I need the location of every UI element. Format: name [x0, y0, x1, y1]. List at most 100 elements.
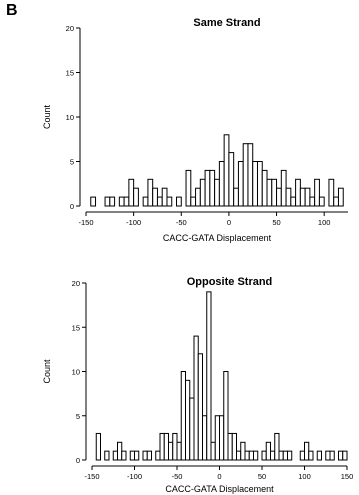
x-tick-label: -100 [126, 218, 141, 227]
histogram-bar [185, 169, 192, 207]
histogram-bar [109, 196, 116, 207]
histogram-bar [117, 441, 123, 461]
histogram-bar [333, 196, 339, 207]
x-tick-label: 100 [298, 472, 311, 481]
chart-title: Same Strand [193, 17, 260, 29]
histogram-bar [256, 161, 263, 207]
y-tick-label: 0 [76, 456, 80, 465]
histogram-bar [285, 187, 292, 207]
histogram-bar [209, 169, 216, 207]
x-tick-label: -100 [127, 472, 142, 481]
histogram-bar [228, 152, 235, 207]
x-axis-label: CACC-GATA Displacement [165, 484, 274, 494]
histogram-bar [147, 178, 154, 207]
x-tick-label: 100 [318, 218, 331, 227]
y-tick-label: 10 [66, 113, 74, 122]
histogram-bar [134, 450, 140, 461]
histogram-bar [185, 379, 191, 461]
x-tick-label: 50 [258, 472, 266, 481]
histogram-bar [342, 450, 348, 461]
histogram-bar [308, 450, 314, 461]
x-tick-label: 0 [227, 218, 231, 227]
histogram-opposite-strand: Opposite Strand 0 5 10 15 20 -150 -100 -50 0 50 10… [42, 276, 354, 494]
histogram-bar [329, 450, 335, 461]
histogram-bar [95, 432, 101, 461]
histogram-bar [231, 432, 237, 461]
histogram-bar [318, 196, 325, 207]
y-tick-label: 10 [72, 368, 80, 377]
histogram-bar [112, 450, 118, 461]
histogram-bar [129, 450, 135, 461]
x-tick-label: 50 [272, 218, 280, 227]
histogram-bar [156, 196, 163, 207]
histogram-bar [304, 187, 311, 207]
histogram-bar [261, 169, 268, 207]
histogram-bar [337, 187, 344, 207]
histogram-bar [325, 450, 331, 461]
histogram-bar [276, 187, 282, 207]
histogram-bar [261, 450, 267, 461]
histogram-bar [233, 187, 239, 207]
histogram-bar [338, 450, 344, 461]
bars-group [95, 291, 348, 461]
histogram-bar [152, 187, 158, 207]
histogram-bar [265, 441, 271, 461]
y-tick-label: 20 [72, 279, 80, 288]
histogram-bar [223, 134, 230, 207]
histogram-bar [104, 450, 110, 461]
histogram-bar [210, 441, 216, 461]
histogram-bar [104, 196, 111, 207]
histogram-bar [161, 187, 168, 207]
histogram-bar [227, 432, 233, 461]
histogram-bar [219, 415, 225, 461]
histogram-bar [202, 415, 208, 461]
histogram-bar [172, 432, 178, 461]
histogram-bar [123, 196, 130, 207]
y-tick-label: 0 [70, 202, 74, 211]
histogram-bar [159, 432, 165, 461]
histogram-bar [237, 161, 244, 207]
histogram-same-strand: Same Strand 0 5 10 15 20 -150 -100 -50 0 50 100 CA… [42, 17, 348, 243]
histogram-bar [266, 178, 273, 207]
histogram-bar [199, 178, 206, 207]
histogram-bar [299, 187, 306, 207]
histogram-bar [189, 397, 195, 461]
histogram-bar [270, 450, 276, 461]
histogram-bar [142, 196, 149, 207]
axes-group: 0 5 10 15 20 -150 -100 -50 0 50 100 [66, 24, 348, 227]
histogram-bar [242, 143, 249, 207]
histogram-bar [118, 196, 125, 207]
y-axis-label: Count [42, 105, 52, 130]
histogram-bar [252, 161, 258, 207]
histogram-bar [304, 441, 310, 461]
panel-label: B [6, 2, 18, 19]
x-tick-label: -150 [78, 218, 93, 227]
histogram-bar [128, 178, 135, 207]
histogram-bar [244, 450, 250, 461]
histogram-bar [146, 450, 152, 461]
histogram-bar [90, 196, 97, 207]
histogram-bar [309, 196, 316, 207]
histogram-bar [316, 450, 322, 461]
histogram-bar [206, 291, 212, 461]
histogram-bar [280, 169, 287, 207]
y-tick-label: 15 [72, 323, 80, 332]
histogram-bar [328, 178, 335, 207]
histogram-bar [193, 335, 199, 461]
histogram-bar [133, 187, 139, 207]
histogram-bar [290, 196, 297, 207]
histogram-bar [168, 441, 174, 461]
histogram-bar [176, 441, 182, 461]
y-tick-label: 5 [70, 158, 74, 167]
histogram-bar [121, 450, 127, 461]
x-tick-label: 150 [341, 472, 354, 481]
histogram-bar [197, 353, 203, 461]
histogram-bar [253, 450, 259, 461]
y-tick-label: 5 [76, 412, 80, 421]
chart-title: Opposite Strand [187, 276, 273, 288]
histogram-bar [204, 169, 211, 207]
histogram-bar [247, 143, 254, 207]
histogram-bar [155, 450, 161, 461]
y-tick-label: 20 [66, 24, 74, 33]
histogram-bar [274, 432, 280, 461]
